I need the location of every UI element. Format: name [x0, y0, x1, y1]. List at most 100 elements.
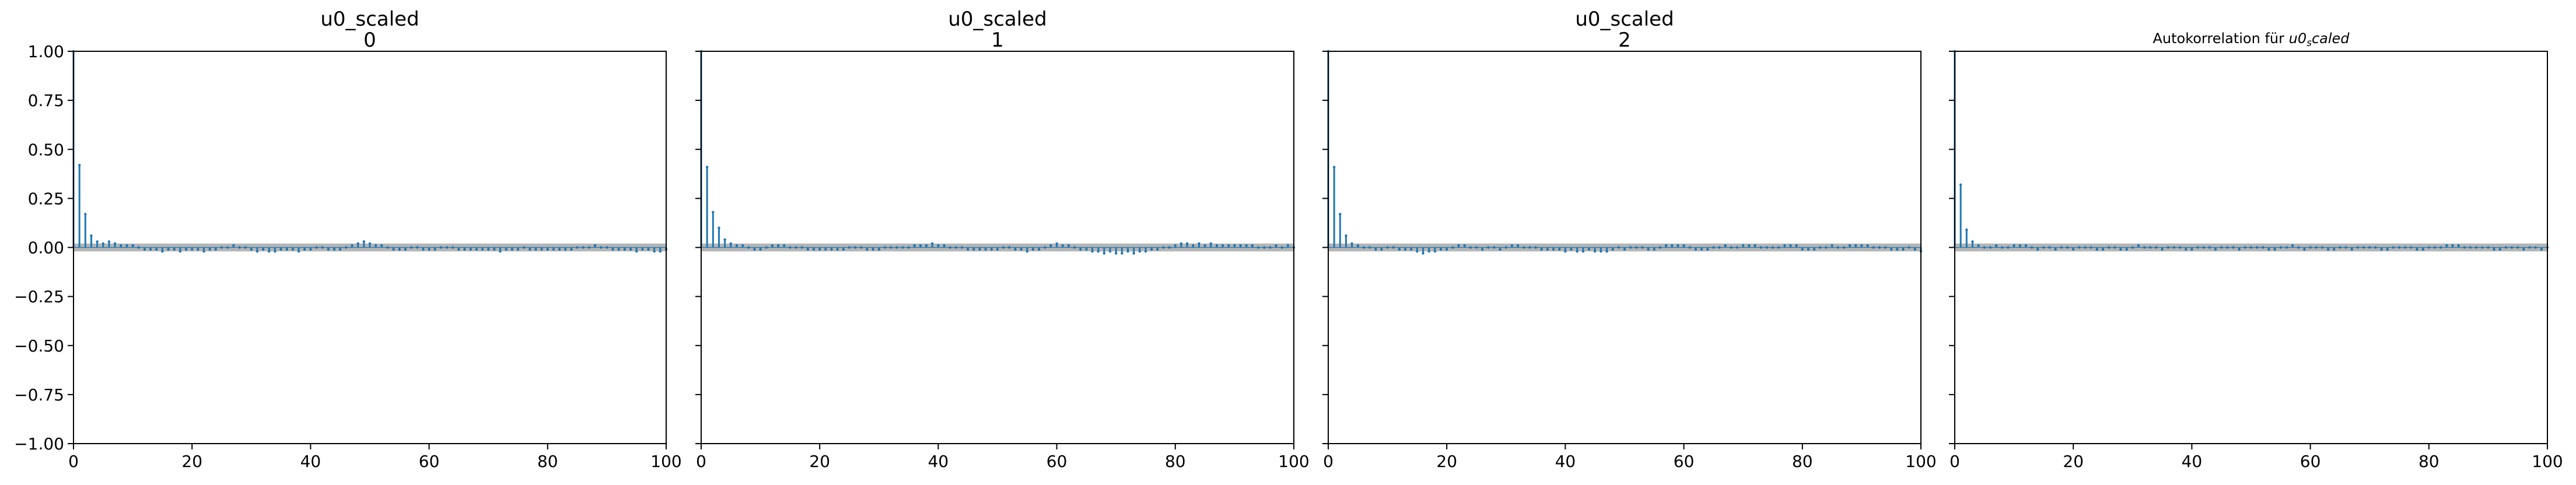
acf-marker: [155, 248, 158, 251]
acf-marker: [1617, 246, 1620, 249]
acf-marker: [1522, 246, 1525, 249]
acf-marker: [1439, 248, 1443, 251]
acf-marker: [1427, 250, 1430, 253]
x-tick-label: 0: [1950, 452, 1960, 471]
acf-marker: [1587, 248, 1591, 251]
acf-marker: [1115, 252, 1118, 255]
x-tick-label: 40: [1555, 452, 1576, 471]
acf-marker: [1457, 244, 1460, 247]
acf-marker: [800, 246, 803, 249]
acf-marker: [362, 240, 366, 243]
panel-title-variable: u0_scaled: [320, 8, 419, 31]
acf-marker: [1044, 246, 1046, 249]
acf-marker: [475, 248, 478, 251]
acf-marker: [1694, 248, 1698, 251]
acf-marker: [2090, 246, 2092, 249]
acf-marker: [996, 248, 999, 251]
panel-title-index: 2: [1618, 29, 1631, 52]
acf-marker: [2155, 246, 2158, 249]
panel-title-prefix: Autokorrelation für: [2152, 30, 2288, 47]
acf-marker: [1386, 246, 1389, 249]
acf-marker: [268, 250, 271, 253]
acf-marker: [2410, 246, 2413, 249]
acf-marker: [735, 244, 738, 247]
acf-marker: [1765, 246, 1769, 249]
acf-marker: [1422, 252, 1424, 255]
acf-marker: [600, 246, 603, 249]
acf-marker: [1534, 246, 1537, 249]
acf-marker: [315, 246, 318, 249]
acf-marker: [1374, 248, 1377, 251]
acf-marker: [1682, 244, 1685, 247]
acf-marker: [1971, 240, 1974, 243]
x-tick-label: 100: [1278, 452, 1309, 471]
acf-marker: [1221, 244, 1224, 247]
x-tick-label: 100: [1905, 452, 1936, 471]
acf-marker: [2214, 248, 2217, 251]
acf-marker: [1280, 246, 1283, 249]
acf-marker: [1724, 244, 1727, 247]
acf-marker: [238, 246, 241, 249]
acf-marker: [1594, 250, 1597, 253]
acf-marker: [2445, 244, 2448, 247]
acf-marker: [291, 248, 295, 251]
acf-marker: [178, 250, 182, 253]
acf-marker: [2172, 246, 2176, 249]
x-tick-label: 20: [1436, 452, 1457, 471]
x-tick-label: 40: [300, 452, 321, 471]
acf-marker: [339, 248, 342, 251]
y-tick-label: 0.25: [28, 189, 64, 208]
acf-marker: [877, 248, 881, 251]
acf-marker: [2131, 246, 2134, 249]
x-tick-label: 20: [2063, 452, 2084, 471]
acf-marker: [753, 248, 756, 251]
acf-marker: [2101, 248, 2105, 251]
acf-marker: [1848, 244, 1852, 247]
acf-marker: [1144, 250, 1147, 253]
x-tick-label: 80: [537, 452, 558, 471]
acf-marker: [990, 248, 993, 251]
acf-marker: [202, 250, 205, 253]
panel-title-variable: u0_scaled: [948, 8, 1046, 31]
acf-marker: [1251, 244, 1254, 247]
acf-marker: [789, 246, 792, 249]
acf-marker: [2398, 246, 2401, 249]
acf-marker: [546, 248, 549, 251]
acf-marker: [1451, 246, 1454, 249]
acf-marker: [1688, 246, 1691, 249]
acf-marker: [78, 163, 81, 167]
acf-marker: [2143, 246, 2146, 249]
x-tick-label: 40: [2182, 452, 2203, 471]
acf-marker: [1108, 250, 1112, 253]
acf-marker: [1446, 248, 1448, 251]
acf-marker: [978, 248, 981, 251]
acf-marker: [1073, 246, 1076, 249]
acf-marker: [351, 244, 354, 247]
acf-marker: [428, 248, 430, 251]
acf-marker: [1959, 183, 1962, 187]
acf-marker: [1499, 248, 1502, 251]
acf-marker: [1860, 244, 1863, 247]
acf-marker: [1994, 244, 1998, 247]
acf-marker: [972, 248, 975, 251]
x-tick-label: 100: [2532, 452, 2563, 471]
acf-marker: [2333, 248, 2336, 251]
acf-marker: [967, 248, 970, 251]
acf-marker: [931, 242, 934, 245]
x-tick-label: 60: [1046, 452, 1068, 471]
acf-marker: [2024, 244, 2028, 247]
acf-marker: [2113, 246, 2116, 249]
acf-marker: [1493, 246, 1496, 249]
acf-marker: [321, 246, 324, 249]
acf-marker: [2190, 248, 2193, 251]
acf-marker: [712, 210, 715, 214]
acf-marker: [1831, 244, 1833, 247]
y-tick-label: 1.00: [28, 42, 64, 61]
acf-marker: [487, 248, 490, 251]
acf-marker: [2451, 244, 2454, 247]
acf-marker: [1902, 248, 1905, 251]
acf-marker: [659, 250, 662, 253]
acf-marker: [2522, 248, 2525, 251]
acf-marker: [84, 213, 87, 216]
